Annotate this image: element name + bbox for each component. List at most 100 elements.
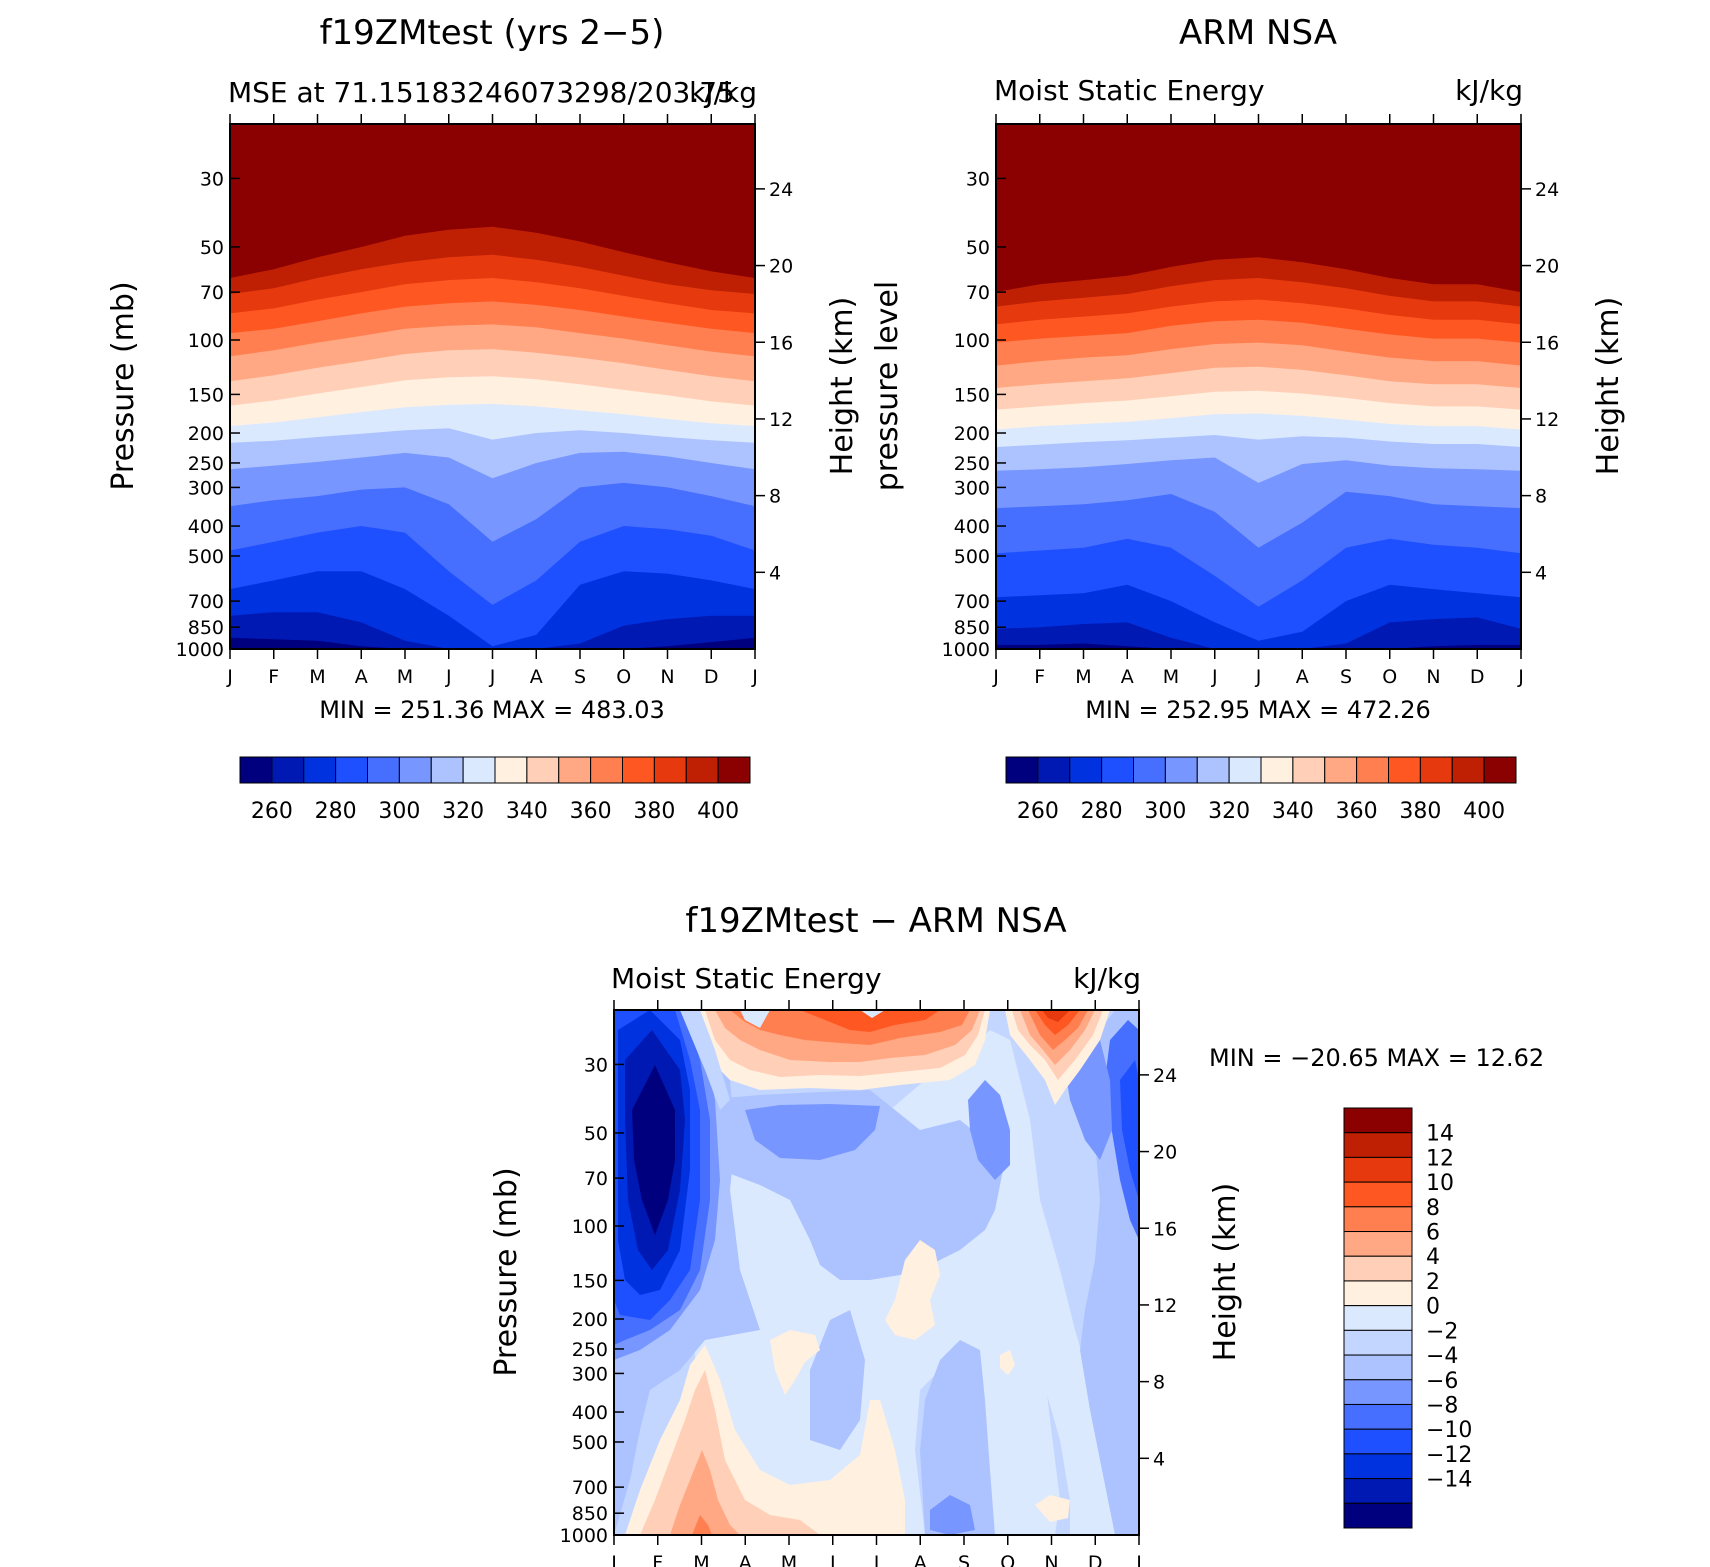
colorbar-tick-label: −12 [1426,1443,1472,1468]
colorbar-swatch [1343,1379,1413,1405]
colorbar-swatch [335,756,368,784]
diff-band-pos10-topright [1042,1010,1070,1022]
colorbar-swatch [1419,756,1453,784]
colorbar-tick-label: 280 [315,799,357,824]
y-tick-label: 1000 [560,1525,608,1547]
x-tick-label: J [610,1552,617,1567]
x-tick-label: J [226,666,233,688]
colorbar-swatch [1343,1156,1413,1183]
panel-obs-ylabel-right: Height (km) [1591,297,1626,476]
colorbar-tick-label: 400 [1463,799,1505,824]
panel-diff-field [614,1010,1139,1535]
colorbar-swatch [1343,1453,1413,1480]
colorbar-swatch [590,756,623,784]
y-tick-label: 400 [954,516,990,538]
colorbar-swatch [1343,1354,1413,1381]
y-tick-label: 250 [954,453,990,475]
y-tick-label: 100 [954,330,990,352]
colorbar-swatch [1260,756,1294,784]
diff-band-pos4-lower [670,1450,740,1535]
colorbar-swatch [1356,756,1389,784]
colorbar-swatch [1343,1403,1413,1430]
colorbar-tick-label: 260 [251,799,293,824]
y-tick-label: 30 [584,1054,608,1076]
panel-obs-ylabel: pressure level [870,281,905,491]
colorbar-swatch [1451,756,1485,784]
colorbar-tick-label: 380 [1399,799,1441,824]
x-tick-label: A [1121,666,1134,688]
colorbar-swatch [653,756,687,784]
colorbar-swatch [1292,756,1326,784]
diff-band-pos6-lower [692,1515,712,1535]
y-tick-label: 500 [954,546,990,568]
y-tick-label: 400 [188,516,224,538]
colorbar-tick-label: 14 [1426,1122,1454,1147]
y-tick-label: 50 [200,237,224,259]
diff-band-notch-top [860,1010,885,1018]
diff-band-neg2-topleft-rim [680,1010,730,1110]
y-tick-label: 250 [188,453,224,475]
diff-band-pos0-mid-c [1000,1350,1015,1375]
panel-diff: f19ZMtest − ARM NSA Moist Static Energy … [489,901,1544,1567]
colorbar-tick-label: 280 [1081,799,1123,824]
colorbar-swatch [1037,756,1071,784]
colorbar-swatch [1343,1502,1413,1529]
x-tick-label: J [873,1552,880,1567]
panel-model-subtitle-left: MSE at 71.15183246073298/203.75 [228,76,735,109]
colorbar-swatch [1343,1107,1413,1134]
colorbar-swatch [526,756,560,784]
y-tick-label: 70 [966,282,990,304]
y-tick-label: 100 [188,330,224,352]
colorbar-tick-label: 260 [1017,799,1059,824]
colorbar-swatch [494,756,528,784]
colorbar-tick-label: 380 [633,799,675,824]
colorbar-swatch [303,756,337,784]
panel-diff-ylabel-right: Height (km) [1208,1183,1243,1362]
panel-obs-colorbar: 260 280 300 320 340 360 380 400 [1005,756,1517,824]
y-tick-label: 400 [572,1402,608,1424]
y-right-tick-label: 12 [769,409,793,431]
y-right-tick-label: 8 [1535,486,1547,508]
panel-diff-subtitle-right: kJ/kg [1073,962,1141,995]
diff-band-pos8-top [800,1010,940,1032]
colorbar-tick-label: 320 [442,799,484,824]
colorbar-tick-label: −4 [1426,1344,1458,1369]
colorbar-tick-label: −14 [1426,1468,1472,1493]
x-tick-label: O [616,666,631,688]
colorbar-tick-label: −6 [1426,1369,1458,1394]
x-tick-label: J [1255,666,1262,688]
diff-band-neg8-top [745,1104,880,1160]
colorbar-swatch [1343,1478,1413,1504]
panel-model-minmax: MIN = 251.36 MAX = 483.03 [319,696,665,724]
colorbar-swatch [1343,1280,1413,1307]
x-tick-label: J [1517,666,1524,688]
panel-model-colorbar: 260 280 300 320 340 360 380 400 [239,756,751,824]
x-tick-label: J [992,666,999,688]
colorbar-swatch [1388,756,1421,784]
y-right-tick-label: 12 [1535,409,1559,431]
colorbar-tick-label: 340 [506,799,548,824]
y-tick-label: 700 [572,1477,608,1499]
x-tick-label: N [1426,666,1440,688]
y-tick-label: 700 [954,591,990,613]
colorbar-swatch [1164,756,1198,784]
y-right-tick-label: 12 [1153,1295,1177,1317]
y-tick-label: 300 [572,1363,608,1385]
colorbar-swatch [1343,1181,1413,1208]
colorbar-tick-label: 400 [697,799,739,824]
colorbar-swatch [239,756,273,784]
y-right-tick-label: 4 [769,562,781,584]
y-tick-label: 700 [188,591,224,613]
colorbar-swatch [1343,1231,1413,1257]
x-tick-label: J [445,666,452,688]
panel-model-ylabel-right: Height (km) [825,297,860,476]
y-tick-label: 300 [188,477,224,499]
colorbar-swatch [398,756,432,784]
colorbar-swatch [1196,756,1230,784]
contour-band-270 [996,617,1521,649]
colorbar-tick-label: 300 [1144,799,1186,824]
y-tick-label: 100 [572,1216,608,1238]
colorbar-tick-label: 12 [1426,1146,1454,1171]
